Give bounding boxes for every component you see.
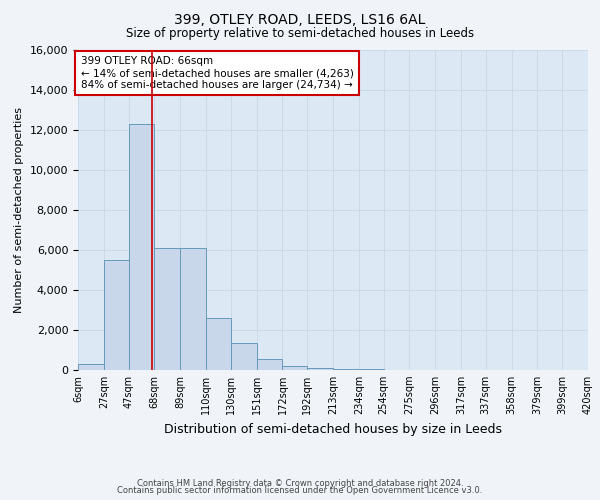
Bar (206, 318, 231, 370)
Bar (307, 368, 333, 370)
Text: Size of property relative to semi-detached houses in Leeds: Size of property relative to semi-detach… (126, 28, 474, 40)
Text: Contains HM Land Registry data © Crown copyright and database right 2024.: Contains HM Land Registry data © Crown c… (137, 478, 463, 488)
X-axis label: Distribution of semi-detached houses by size in Leeds: Distribution of semi-detached houses by … (164, 422, 502, 436)
Text: 399, OTLEY ROAD, LEEDS, LS16 6AL: 399, OTLEY ROAD, LEEDS, LS16 6AL (175, 12, 425, 26)
Bar (154, 248, 180, 370)
Bar (180, 248, 206, 370)
Text: Contains public sector information licensed under the Open Government Licence v3: Contains public sector information licen… (118, 486, 482, 495)
Bar (257, 359, 283, 370)
Bar (283, 366, 307, 370)
Text: 399 OTLEY ROAD: 66sqm
← 14% of semi-detached houses are smaller (4,263)
84% of s: 399 OTLEY ROAD: 66sqm ← 14% of semi-deta… (80, 56, 353, 90)
Bar (104, 260, 128, 370)
Bar (333, 369, 359, 370)
Bar (78, 364, 104, 370)
Bar (231, 343, 257, 370)
Bar (128, 124, 154, 370)
Y-axis label: Number of semi-detached properties: Number of semi-detached properties (14, 107, 24, 313)
